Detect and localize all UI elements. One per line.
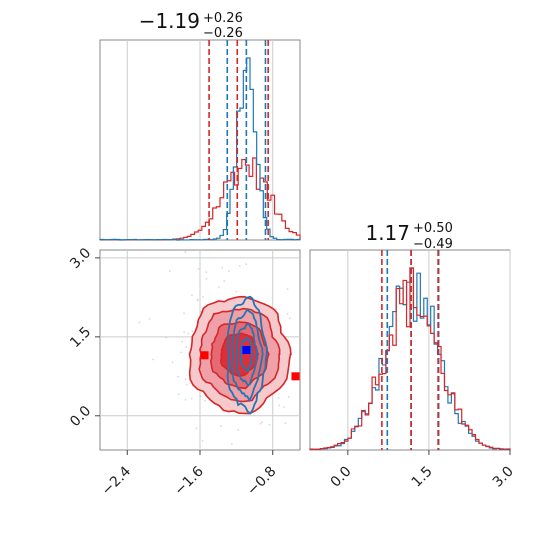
sample-point — [138, 321, 141, 324]
y-tick-label: 1.5 — [67, 324, 94, 351]
sample-point — [191, 330, 194, 333]
sample-point — [228, 270, 230, 272]
sample-point — [202, 295, 205, 298]
sample-point — [197, 267, 200, 270]
sample-point — [205, 277, 208, 280]
joint-contour-panel: −2.4 −1.6 −0.8 0.0 1.5 3.0 — [67, 245, 301, 499]
sample-point — [275, 308, 277, 311]
quantile-lines-param2 — [381, 250, 440, 450]
sample-point — [181, 340, 184, 343]
sample-point — [277, 397, 280, 399]
red-contour-level — [219, 332, 260, 377]
sample-point — [287, 396, 290, 399]
sample-point — [219, 425, 222, 428]
sample-point — [286, 288, 289, 291]
sample-point — [196, 298, 199, 301]
sample-point — [184, 398, 187, 401]
sample-point — [148, 317, 151, 320]
sample-point — [152, 358, 155, 361]
sample-point — [235, 290, 238, 293]
sample-point — [191, 294, 193, 297]
blue-marker — [242, 346, 251, 354]
sample-point — [204, 399, 206, 402]
blue-contours — [226, 295, 268, 415]
red-histogram — [309, 267, 511, 451]
histogram-bars-param2 — [309, 267, 511, 451]
sample-point — [184, 378, 187, 381]
sample-point — [177, 393, 180, 396]
y-tick-label: 3.0 — [67, 245, 94, 272]
red-contours — [188, 295, 292, 415]
blue-histogram — [99, 57, 301, 241]
sample-point — [171, 361, 174, 364]
histogram-panel-param2: 1.17 +0.50 −0.49 0.0 1.5 3.0 — [309, 221, 517, 491]
y-tick-label: 0.0 — [67, 403, 94, 430]
param1-title-minus: −0.26 — [203, 26, 243, 41]
sample-point — [183, 331, 186, 333]
sample-point — [195, 427, 198, 430]
sample-point — [183, 312, 186, 315]
blue-contour-level — [239, 336, 254, 372]
sample-point — [284, 422, 287, 425]
sample-point — [205, 271, 208, 274]
param1-title-plus: +0.26 — [203, 11, 243, 26]
blue-contour-level — [230, 308, 264, 403]
x-ticks-joint: −2.4 −1.6 −0.8 — [99, 450, 280, 499]
param2-title-plus: +0.50 — [413, 221, 453, 236]
blue-contour-level — [226, 295, 268, 415]
sample-point — [184, 251, 187, 253]
blue-contour-level — [235, 323, 259, 387]
x-tick-label: −1.6 — [171, 463, 206, 498]
quantile-lines-param1 — [208, 40, 269, 240]
x-tick-label: 1.5 — [409, 464, 436, 491]
sample-point — [185, 346, 188, 348]
sample-point — [238, 264, 241, 267]
sample-point — [199, 395, 202, 398]
param2-title-main: 1.17 — [365, 221, 410, 245]
x-tick-label: −2.4 — [99, 463, 134, 498]
sample-point — [283, 405, 285, 408]
markers — [200, 346, 300, 381]
sample-point — [278, 404, 281, 407]
sample-point — [237, 429, 240, 431]
sample-point — [230, 443, 233, 446]
sample-point — [190, 397, 193, 400]
red-marker — [291, 372, 300, 381]
sample-point — [221, 266, 224, 269]
sample-point — [187, 332, 190, 335]
x-tick-label: 0.0 — [328, 464, 355, 491]
red-marker — [200, 351, 209, 360]
sample-point — [245, 263, 248, 266]
param2-title-minus: −0.49 — [413, 237, 453, 252]
param1-title-main: −1.19 — [139, 9, 200, 33]
y-ticks-joint: 0.0 1.5 3.0 — [67, 245, 100, 430]
sample-point — [185, 383, 188, 386]
sample-point — [218, 286, 220, 289]
x-tick-label: 3.0 — [490, 464, 517, 491]
sample-point — [286, 312, 289, 315]
sample-point — [168, 270, 171, 272]
sample-point — [165, 336, 168, 339]
sample-point — [223, 280, 226, 283]
sample-point — [268, 423, 271, 426]
x-tick-label: −0.8 — [244, 464, 279, 499]
grid-lines-param2 — [347, 250, 511, 450]
sample-point — [176, 375, 179, 378]
x-ticks-param2: 0.0 1.5 3.0 — [328, 450, 517, 491]
sample-point — [180, 351, 183, 354]
sample-point — [260, 421, 263, 424]
sample-point — [259, 422, 262, 425]
histogram-bars-param1 — [99, 57, 301, 241]
histogram-panel-param1: −1.19 +0.26 −0.26 — [99, 9, 301, 241]
sample-point — [201, 440, 204, 442]
sample-point — [289, 317, 291, 320]
grid-lines-param1 — [126, 40, 274, 240]
